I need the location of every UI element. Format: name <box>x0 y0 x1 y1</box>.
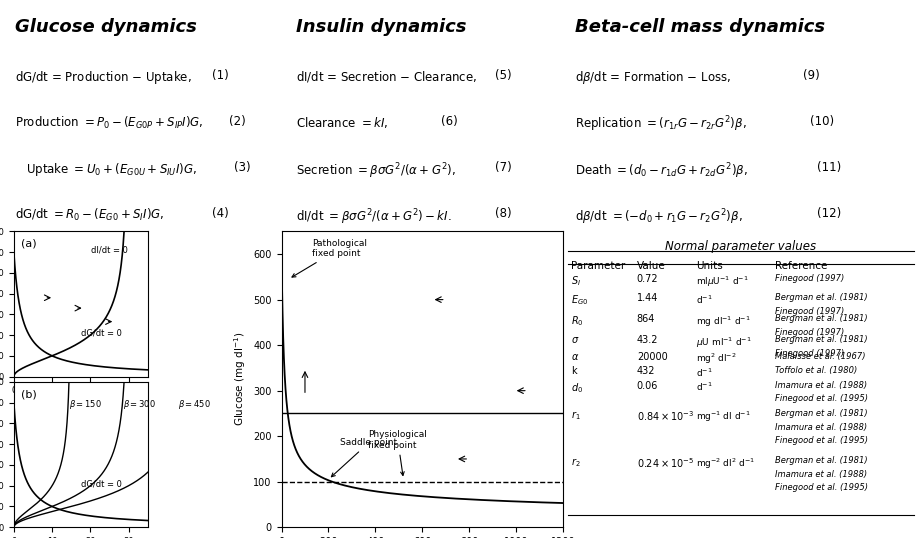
Text: dG/dt = Production $-$ Uptake,: dG/dt = Production $-$ Uptake, <box>15 68 192 86</box>
Text: $d_0$: $d_0$ <box>571 381 583 395</box>
Text: $0.84\times10^{-3}$: $0.84\times10^{-3}$ <box>637 409 694 423</box>
Text: mg$^{-2}$ dl$^2$ d$^{-1}$: mg$^{-2}$ dl$^2$ d$^{-1}$ <box>696 456 755 471</box>
Text: dI/dt = Secretion $-$ Clearance,: dI/dt = Secretion $-$ Clearance, <box>296 68 477 83</box>
Text: Imamura et al. (1988): Imamura et al. (1988) <box>775 381 868 390</box>
Text: $\alpha$: $\alpha$ <box>571 352 580 362</box>
Text: Pathological
fixed point: Pathological fixed point <box>292 239 367 277</box>
Text: Value: Value <box>637 261 665 271</box>
Text: Finegood (1997): Finegood (1997) <box>775 307 845 316</box>
Text: Insulin dynamics: Insulin dynamics <box>296 18 467 36</box>
Text: Reference: Reference <box>775 261 828 271</box>
Text: mg$^2$ dl$^{-2}$: mg$^2$ dl$^{-2}$ <box>696 352 737 366</box>
Text: 43.2: 43.2 <box>637 336 658 345</box>
Text: Bergman et al. (1981): Bergman et al. (1981) <box>775 409 868 419</box>
Text: 0.06: 0.06 <box>637 381 658 391</box>
Text: d$^{-1}$: d$^{-1}$ <box>696 381 713 393</box>
Text: (12): (12) <box>817 208 841 221</box>
Text: $\beta = 450$: $\beta = 450$ <box>178 398 210 411</box>
Text: Parameter: Parameter <box>571 261 626 271</box>
Text: dG/dt = 0: dG/dt = 0 <box>80 329 122 338</box>
Text: $S_I$: $S_I$ <box>571 274 581 288</box>
Text: Normal parameter values: Normal parameter values <box>665 240 816 253</box>
Text: (5): (5) <box>495 68 511 82</box>
Text: Malaisse et al. (1967): Malaisse et al. (1967) <box>775 352 866 361</box>
Text: d$\beta$/dt $= (-d_0 + r_1 G - r_2 G^2)\beta$,: d$\beta$/dt $= (-d_0 + r_1 G - r_2 G^2)\… <box>574 208 742 227</box>
Text: Bergman et al. (1981): Bergman et al. (1981) <box>775 314 868 323</box>
Text: Clearance $= kI$,: Clearance $= kI$, <box>296 115 389 130</box>
Text: $\beta = 300$: $\beta = 300$ <box>124 398 156 411</box>
Text: dG/dt = 0: dG/dt = 0 <box>80 479 122 489</box>
Text: Finegood et al. (1995): Finegood et al. (1995) <box>775 436 869 445</box>
Text: $E_{G0}$: $E_{G0}$ <box>571 294 589 307</box>
Text: mg dl$^{-1}$ d$^{-1}$: mg dl$^{-1}$ d$^{-1}$ <box>696 314 750 329</box>
Text: Bergman et al. (1981): Bergman et al. (1981) <box>775 456 868 465</box>
Y-axis label: Glucose (mg dl$^{-1}$): Glucose (mg dl$^{-1}$) <box>232 332 247 427</box>
Text: Production $= P_0 - (E_{G0P} + S_{IP}I)G$,: Production $= P_0 - (E_{G0P} + S_{IP}I)G… <box>15 115 203 131</box>
Text: $\sigma$: $\sigma$ <box>571 336 580 345</box>
Text: $0.24\times10^{-5}$: $0.24\times10^{-5}$ <box>637 456 694 470</box>
Text: $\mu$U ml$^{-1}$ d$^{-1}$: $\mu$U ml$^{-1}$ d$^{-1}$ <box>696 336 751 350</box>
Text: Secretion $= \beta\sigma G^2/(\alpha + G^2)$,: Secretion $= \beta\sigma G^2/(\alpha + G… <box>296 161 456 181</box>
Text: (2): (2) <box>229 115 246 128</box>
Text: (4): (4) <box>212 208 229 221</box>
Text: Uptake $= U_0 + (E_{G0U} + S_{IU}I)G$,: Uptake $= U_0 + (E_{G0U} + S_{IU}I)G$, <box>26 161 198 178</box>
Text: Glucose dynamics: Glucose dynamics <box>15 18 197 36</box>
Text: (8): (8) <box>495 208 511 221</box>
Text: Finegood (1997): Finegood (1997) <box>775 328 845 336</box>
Text: ml$\mu$U$^{-1}$ d$^{-1}$: ml$\mu$U$^{-1}$ d$^{-1}$ <box>696 274 749 289</box>
Text: Imamura et al. (1988): Imamura et al. (1988) <box>775 423 868 432</box>
Text: Replication $= (r_{1r}G - r_{2r}G^2)\beta$,: Replication $= (r_{1r}G - r_{2r}G^2)\bet… <box>574 115 746 134</box>
Text: d$^{-1}$: d$^{-1}$ <box>696 294 713 306</box>
Text: (9): (9) <box>803 68 820 82</box>
Text: (6): (6) <box>440 115 457 128</box>
Text: Physiological
fixed point: Physiological fixed point <box>368 430 427 476</box>
Text: (11): (11) <box>817 161 841 174</box>
Text: $\beta = 150$: $\beta = 150$ <box>69 398 102 411</box>
Text: $R_0$: $R_0$ <box>571 314 583 328</box>
Text: Death $= (d_0 - r_{1d}G + r_{2d}G^2)\beta$,: Death $= (d_0 - r_{1d}G + r_{2d}G^2)\bet… <box>574 161 748 181</box>
Text: 0.72: 0.72 <box>637 274 658 284</box>
Text: dI/dt = 0: dI/dt = 0 <box>91 246 128 255</box>
Text: $r_2$: $r_2$ <box>571 456 581 469</box>
Text: k: k <box>571 366 577 376</box>
Text: 1.44: 1.44 <box>637 294 658 303</box>
Text: 20000: 20000 <box>637 352 667 362</box>
Text: Imamura et al. (1988): Imamura et al. (1988) <box>775 470 868 478</box>
Text: (3): (3) <box>234 161 251 174</box>
Text: Beta-cell mass dynamics: Beta-cell mass dynamics <box>574 18 824 36</box>
Text: $r_1$: $r_1$ <box>571 409 581 422</box>
Text: (7): (7) <box>495 161 511 174</box>
Text: d$\beta$/dt = Formation $-$ Loss,: d$\beta$/dt = Formation $-$ Loss, <box>574 68 731 86</box>
Text: (b): (b) <box>20 390 36 399</box>
Text: (10): (10) <box>810 115 834 128</box>
Text: 432: 432 <box>637 366 655 376</box>
Text: Finegood et al. (1995): Finegood et al. (1995) <box>775 483 869 492</box>
Text: (1): (1) <box>212 68 229 82</box>
Text: (a): (a) <box>20 238 36 249</box>
Text: Finegood et al. (1995): Finegood et al. (1995) <box>775 394 869 404</box>
Text: Saddle point: Saddle point <box>331 438 397 477</box>
Text: Units: Units <box>696 261 723 271</box>
Text: mg$^{-1}$ dl d$^{-1}$: mg$^{-1}$ dl d$^{-1}$ <box>696 409 750 424</box>
Text: d$^{-1}$: d$^{-1}$ <box>696 366 713 379</box>
Text: 864: 864 <box>637 314 655 324</box>
Text: Toffolo et al. (1980): Toffolo et al. (1980) <box>775 366 857 376</box>
Text: Bergman et al. (1981): Bergman et al. (1981) <box>775 294 868 302</box>
Text: Finegood (1997): Finegood (1997) <box>775 274 845 283</box>
Text: Finegood (1997): Finegood (1997) <box>775 349 845 358</box>
Text: dG/dt $= R_0 - (E_{G0} + S_I I)G$,: dG/dt $= R_0 - (E_{G0} + S_I I)G$, <box>15 208 164 223</box>
Text: Bergman et al. (1981): Bergman et al. (1981) <box>775 336 868 344</box>
Text: dI/dt $= \beta\sigma G^2/(\alpha + G^2) - kI$.: dI/dt $= \beta\sigma G^2/(\alpha + G^2) … <box>296 208 452 227</box>
